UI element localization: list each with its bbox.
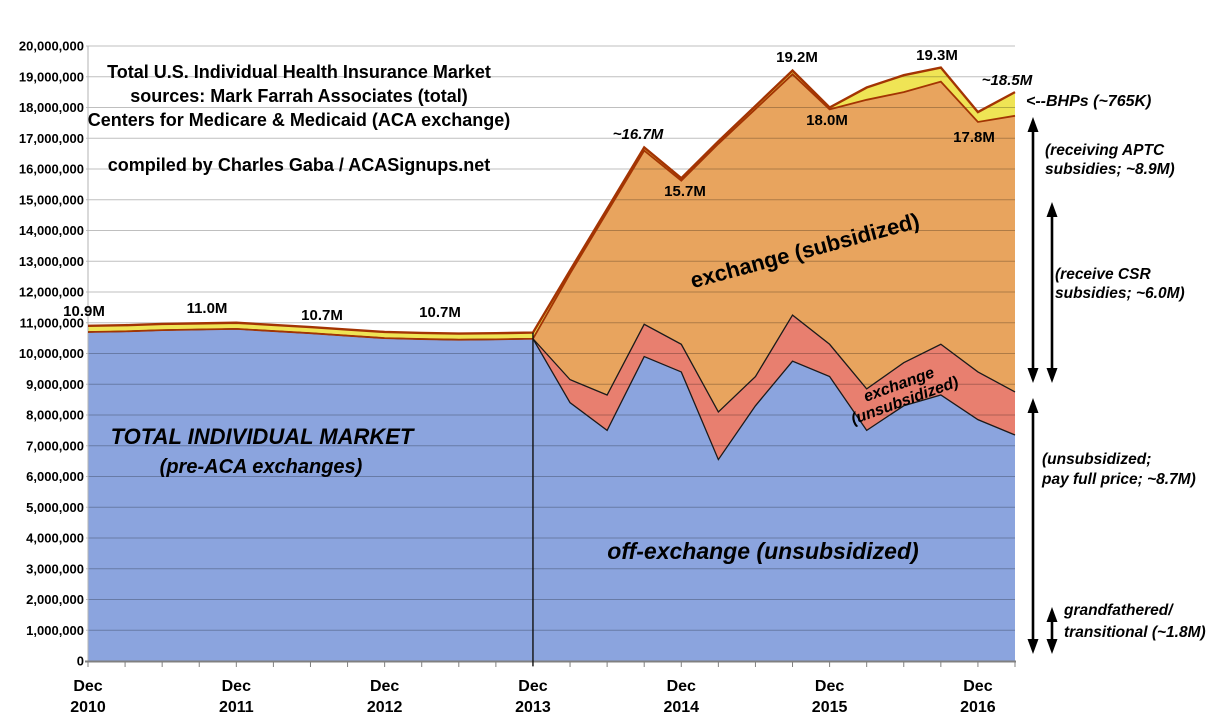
x-axis-label-month: Dec — [815, 678, 844, 695]
point-label: 11.0M — [187, 300, 228, 317]
point-label: ~16.7M — [613, 126, 664, 143]
annotation-unsubsidized-line2: pay full price; ~8.7M) — [1042, 471, 1196, 488]
y-axis-label: 13,000,000 — [19, 254, 84, 269]
area-off_exchange — [88, 328, 1015, 661]
y-axis-label: 4,000,000 — [26, 531, 84, 546]
x-axis-label-year: 2010 — [70, 699, 106, 716]
line-exchange-subsidized-top — [87, 73, 1016, 341]
y-axis-label: 1,000,000 — [26, 623, 84, 638]
y-axis-label: 20,000,000 — [19, 39, 84, 54]
y-axis-label: 0 — [77, 654, 84, 669]
x-axis-label-month: Dec — [963, 678, 992, 695]
x-axis-label-year: 2015 — [812, 699, 848, 716]
csr-span-arrow-head-bottom — [1046, 368, 1058, 383]
x-axis-label-month: Dec — [222, 678, 251, 695]
y-axis-label: 3,000,000 — [26, 561, 84, 576]
x-axis-label-year: 2012 — [367, 699, 403, 716]
y-axis-label: 17,000,000 — [19, 131, 84, 146]
chart-credit: compiled by Charles Gaba / ACASignups.ne… — [107, 155, 491, 175]
annotation-bhps: <--BHPs (~765K) — [1026, 93, 1152, 110]
area-exchange_unsubsidized — [88, 315, 1015, 460]
grandfathered-span-arrow-head-top — [1046, 607, 1058, 622]
annotation-aptc: (receiving APTC subsidies; ~8.9M) — [1045, 141, 1175, 179]
point-label: 19.2M — [776, 49, 818, 66]
y-axis-label: 5,000,000 — [26, 500, 84, 515]
area-label-off-exchange: off-exchange (unsubsidized) — [607, 538, 919, 564]
point-label: 19.3M — [916, 47, 958, 64]
y-axis-label: 18,000,000 — [19, 100, 84, 115]
y-axis-label: 7,000,000 — [26, 438, 84, 453]
y-axis-label: 11,000,000 — [20, 315, 84, 330]
point-label: ~18.5M — [982, 72, 1033, 89]
x-axis-label-year: 2013 — [515, 699, 551, 716]
aptc-span-arrow-head-bottom — [1027, 368, 1039, 383]
annotation-grandfathered-line2: transitional (~1.8M) — [1064, 624, 1206, 641]
chart-source-line-2: Centers for Medicare & Medicaid (ACA exc… — [87, 110, 511, 130]
x-axis-label-year: 2014 — [663, 699, 699, 716]
area-label-total-market: TOTAL INDIVIDUAL MARKET — [110, 424, 414, 449]
unsubsidized-span-arrow-head-top — [1027, 398, 1039, 413]
point-label: 10.9M — [63, 303, 105, 320]
aptc-span-arrow-head-top — [1027, 117, 1039, 132]
area-label-pre-aca: (pre-ACA exchanges) — [159, 456, 363, 478]
y-axis-label: 9,000,000 — [26, 377, 84, 392]
annotation-grandfathered: grandfathered/ transitional (~1.8M) — [1064, 600, 1206, 644]
annotation-aptc-line1: (receiving APTC — [1045, 142, 1165, 159]
annotation-grandfathered-line1: grandfathered/ — [1064, 602, 1173, 619]
x-axis-label-month: Dec — [370, 678, 399, 695]
x-axis-label-month: Dec — [667, 678, 696, 695]
y-axis-label: 12,000,000 — [19, 285, 84, 300]
point-label: 15.7M — [664, 183, 706, 200]
y-axis-label: 8,000,000 — [26, 408, 84, 423]
y-axis-label: 16,000,000 — [19, 162, 84, 177]
y-axis-label: 19,000,000 — [19, 69, 84, 84]
area-exchange_subsidized — [88, 74, 1015, 412]
y-axis-label: 14,000,000 — [19, 223, 84, 238]
y-axis-label: 2,000,000 — [26, 592, 84, 607]
point-label: 18.0M — [806, 112, 848, 129]
unsubsidized-span-arrow-head-bottom — [1027, 639, 1039, 654]
x-axis-label-month: Dec — [73, 678, 102, 695]
csr-span-arrow-head-top — [1046, 202, 1058, 217]
line-total-top — [87, 66, 1016, 335]
annotation-csr-line1: (receive CSR — [1055, 266, 1151, 283]
y-axis-label: 10,000,000 — [19, 346, 84, 361]
x-axis-label-year: 2011 — [219, 699, 254, 716]
chart-title: Total U.S. Individual Health Insurance M… — [107, 62, 491, 82]
annotation-unsubsidized: (unsubsidized; pay full price; ~8.7M) — [1042, 450, 1196, 490]
x-axis-label-month: Dec — [518, 678, 547, 695]
point-label: 17.8M — [953, 129, 995, 146]
annotation-aptc-line2: subsidies; ~8.9M) — [1045, 161, 1175, 178]
chart-source-line-1: sources: Mark Farrah Associates (total) — [130, 86, 468, 106]
point-label: 10.7M — [419, 304, 461, 321]
annotation-unsubsidized-line1: (unsubsidized; — [1042, 451, 1152, 468]
x-axis-label-year: 2016 — [960, 699, 996, 716]
grandfathered-span-arrow-head-bottom — [1046, 639, 1058, 654]
annotation-csr-line2: subsidies; ~6.0M) — [1055, 285, 1185, 302]
annotation-csr: (receive CSR subsidies; ~6.0M) — [1055, 265, 1185, 303]
y-axis-label: 15,000,000 — [19, 192, 84, 207]
point-label: 10.7M — [301, 307, 343, 324]
y-axis-label: 6,000,000 — [26, 469, 84, 484]
